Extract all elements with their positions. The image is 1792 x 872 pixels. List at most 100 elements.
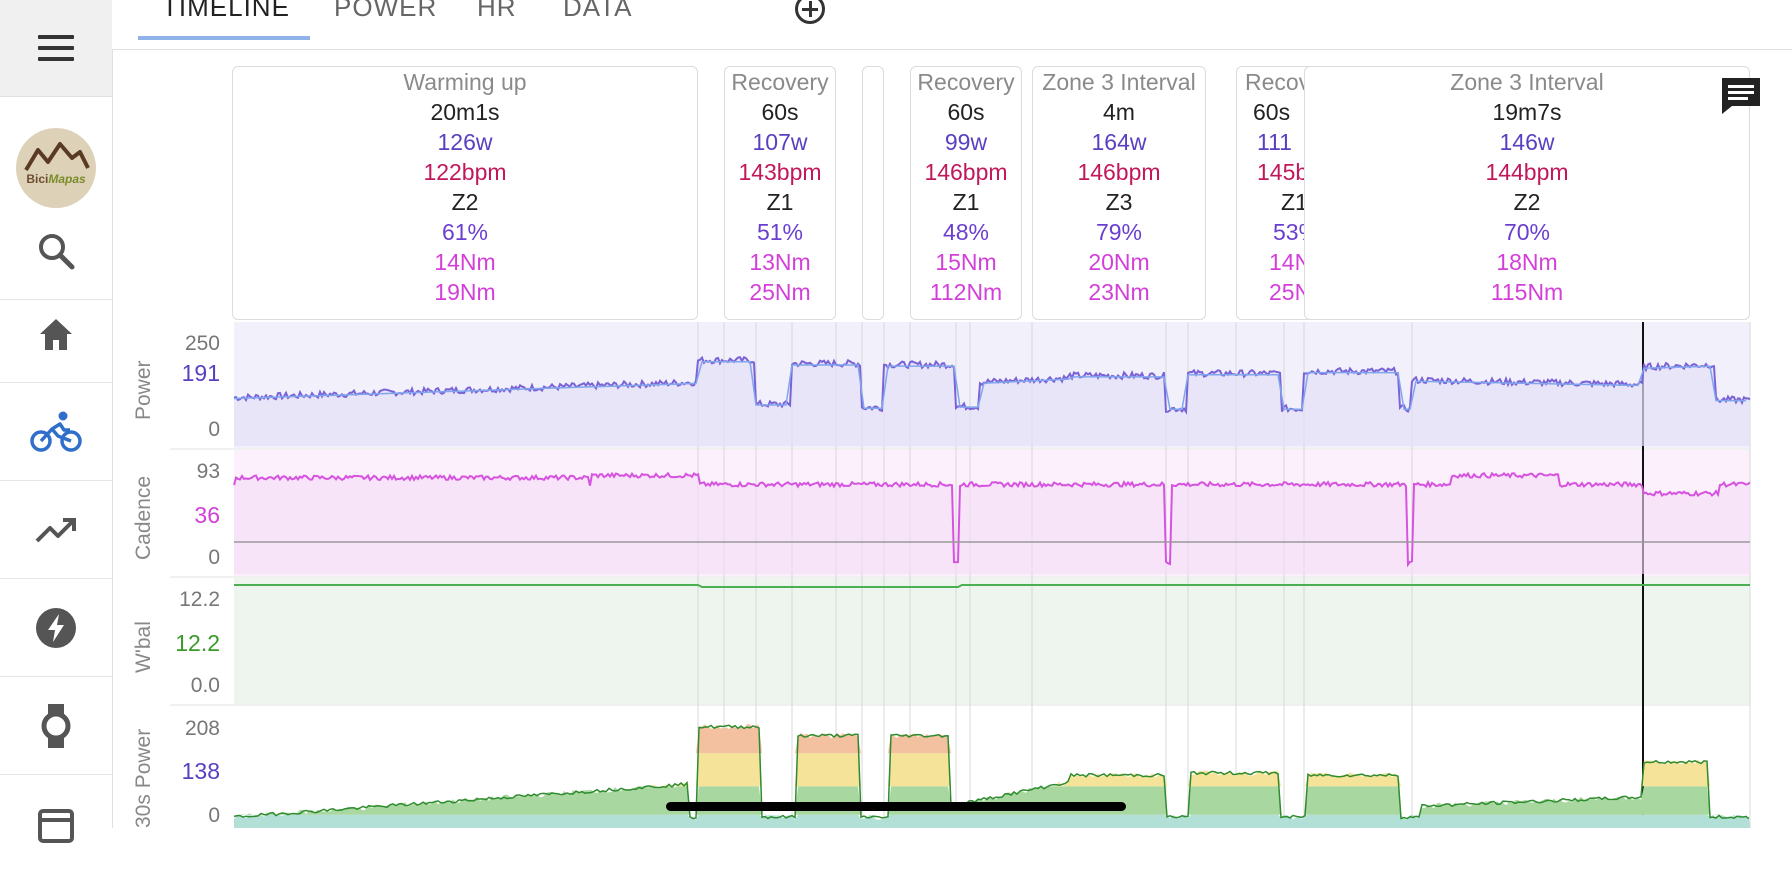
interval-heart-rate: 122bpm bbox=[423, 159, 507, 185]
sidebar-item-search[interactable] bbox=[0, 203, 112, 300]
interval-name: Recov bbox=[1245, 69, 1311, 95]
cadence-min-tick: 0 bbox=[208, 546, 220, 569]
home-indicator bbox=[666, 802, 1126, 811]
interval-heart-rate: 146bpm bbox=[924, 159, 1008, 185]
power30-current-value: 138 bbox=[181, 758, 220, 784]
interval-torque-max: 25Nm bbox=[749, 279, 811, 305]
search-icon bbox=[39, 234, 75, 270]
wbal-current-value: 12.2 bbox=[175, 630, 220, 656]
avatar-brand-part2: Mapas bbox=[48, 172, 86, 186]
interval-card[interactable] bbox=[862, 66, 884, 320]
interval-torque-max: 19Nm bbox=[434, 279, 496, 305]
power-current-value: 191 bbox=[181, 360, 220, 386]
sidebar: BiciMapas bbox=[0, 0, 113, 843]
tab-power[interactable]: POWER bbox=[334, 0, 438, 22]
interval-torque-avg: 20Nm bbox=[1088, 249, 1150, 275]
interval-heart-rate: 144bpm bbox=[1485, 159, 1569, 185]
power30-max-tick: 208 bbox=[184, 717, 220, 740]
interval-name: Recovery bbox=[731, 69, 829, 95]
interval-percent: 48% bbox=[942, 219, 990, 245]
interval-heart-rate: 146bpm bbox=[1077, 159, 1161, 185]
interval-watts: 111 bbox=[1257, 129, 1292, 155]
interval-card[interactable]: Warming up 20m1s 126w 122bpm Z2 61% 14Nm… bbox=[232, 66, 698, 320]
interval-torque-max: 115Nm bbox=[1490, 279, 1564, 305]
menu-button[interactable] bbox=[0, 0, 112, 97]
interval-watts: 107w bbox=[752, 129, 808, 155]
interval-percent: 79% bbox=[1095, 219, 1143, 245]
timeline-charts[interactable] bbox=[0, 0, 1792, 828]
interval-watts: 126w bbox=[437, 129, 493, 155]
cadence-max-tick: 93 bbox=[196, 460, 220, 483]
interval-percent: 70% bbox=[1503, 219, 1551, 245]
power30-zone-band bbox=[234, 814, 1750, 828]
interval-torque-avg: 13Nm bbox=[749, 249, 811, 275]
power30-min-tick: 0 bbox=[208, 804, 220, 827]
add-tab-icon[interactable] bbox=[795, 0, 825, 24]
tab-timeline[interactable]: TIMELINE bbox=[162, 0, 290, 22]
power30-zone-band bbox=[234, 753, 1750, 787]
interval-card[interactable]: Recovery 60s 99w 146bpm Z1 48% 15Nm 112N… bbox=[910, 66, 1022, 320]
sidebar-item-fitness[interactable] bbox=[0, 482, 112, 579]
wbal-max-tick: 12.2 bbox=[179, 588, 220, 611]
interval-name: Recovery bbox=[917, 69, 1015, 95]
interval-card[interactable]: Recovery 60s 107w 143bpm Z1 51% 13Nm 25N… bbox=[724, 66, 836, 320]
interval-torque-max: 112Nm bbox=[929, 279, 1003, 305]
interval-duration: 4m bbox=[1103, 99, 1135, 125]
wbal-panel bbox=[234, 578, 1750, 704]
home-icon bbox=[40, 319, 72, 350]
sidebar-item-power[interactable] bbox=[0, 580, 112, 677]
wbal-series-line bbox=[234, 584, 1750, 588]
avatar[interactable]: BiciMapas bbox=[16, 128, 96, 208]
cadence-current-value: 36 bbox=[194, 502, 220, 528]
power-area bbox=[234, 357, 1750, 446]
interval-duration: 60s bbox=[761, 99, 799, 125]
hamburger-icon bbox=[38, 35, 74, 61]
interval-zone: Z2 bbox=[1513, 189, 1541, 215]
power-axis-title: Power bbox=[132, 360, 155, 420]
sidebar-item-devices[interactable] bbox=[0, 678, 112, 775]
interval-zone: Z2 bbox=[451, 189, 479, 215]
power-min-tick: 0 bbox=[208, 418, 220, 441]
interval-duration: 60s bbox=[947, 99, 985, 125]
interval-percent: 61% bbox=[441, 219, 489, 245]
interval-heart-rate: 143bpm bbox=[738, 159, 822, 185]
interval-zone: Z3 bbox=[1105, 189, 1133, 215]
interval-duration: 19m7s bbox=[1492, 99, 1562, 125]
comment-icon[interactable] bbox=[1720, 76, 1762, 116]
bolt-icon bbox=[36, 608, 76, 648]
interval-name: Warming up bbox=[403, 69, 527, 95]
tab-data[interactable]: DATA bbox=[563, 0, 633, 22]
interval-name: Zone 3 Interval bbox=[1042, 69, 1196, 95]
power-smooth-line bbox=[233, 361, 1746, 411]
tab-bar: TIMELINE POWER HR DATA bbox=[112, 0, 1792, 50]
interval-zone: Z1 bbox=[952, 189, 980, 215]
interval-zone: Z1 bbox=[1281, 189, 1308, 215]
interval-torque-avg: 15Nm bbox=[935, 249, 997, 275]
active-tab-indicator bbox=[138, 36, 310, 40]
power-max-tick: 250 bbox=[184, 332, 220, 355]
power30-series-line bbox=[233, 724, 1750, 820]
interval-duration: 60s bbox=[1253, 99, 1291, 125]
cadence-series-line bbox=[233, 471, 1751, 568]
interval-card[interactable]: Zone 3 Interval 4m 164w 146bpm Z3 79% 20… bbox=[1032, 66, 1206, 320]
watch-icon bbox=[41, 704, 71, 748]
interval-torque-avg: 18Nm bbox=[1496, 249, 1558, 275]
avatar-brand-part1: Bici bbox=[26, 172, 49, 186]
interval-torque-avg: 14Nm bbox=[434, 249, 496, 275]
tab-hr[interactable]: HR bbox=[477, 0, 517, 22]
cadence-axis-title: Cadence bbox=[132, 475, 155, 560]
wbal-min-tick: 0.0 bbox=[190, 674, 220, 697]
cadence-area bbox=[234, 473, 1750, 574]
interval-card[interactable]: Zone 3 Interval 19m7s 146w 144bpm Z2 70%… bbox=[1304, 66, 1750, 320]
sidebar-item-activities[interactable] bbox=[0, 384, 112, 481]
sidebar-item-home[interactable] bbox=[0, 286, 112, 383]
power30-axis-title: 30s Power bbox=[132, 728, 155, 828]
mountain-logo-icon bbox=[24, 142, 90, 172]
interval-duration: 20m1s bbox=[430, 99, 500, 125]
wbal-axis-title: W'bal bbox=[132, 621, 155, 673]
bike-icon bbox=[30, 411, 82, 452]
interval-heart-rate: 145b bbox=[1257, 159, 1309, 185]
power30-zone-band bbox=[234, 786, 1750, 815]
trending-up-icon bbox=[35, 518, 76, 543]
avatar-brand: BiciMapas bbox=[16, 172, 96, 186]
